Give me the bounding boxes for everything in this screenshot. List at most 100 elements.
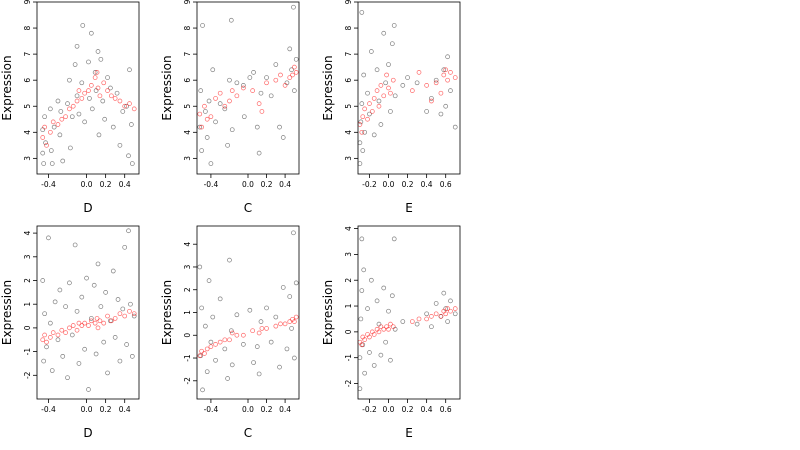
data-point xyxy=(251,360,256,365)
data-point xyxy=(386,62,391,67)
data-point xyxy=(365,116,370,122)
data-point xyxy=(414,321,420,327)
x-tick-label: 0.2 xyxy=(100,180,112,189)
series-black-points xyxy=(40,23,135,166)
data-point xyxy=(197,124,203,130)
data-point xyxy=(47,106,53,112)
data-point xyxy=(49,161,55,166)
x-tick-label: -0.4 xyxy=(41,405,56,414)
data-point xyxy=(256,101,262,106)
x-tick-label: 0.6 xyxy=(440,180,452,189)
x-axis-label: E xyxy=(405,201,413,215)
data-point xyxy=(390,77,396,83)
data-point xyxy=(92,70,98,75)
y-tick-label: 1 xyxy=(23,302,32,307)
x-axis-label: C xyxy=(244,426,252,440)
x-axis-label: D xyxy=(83,201,92,215)
data-point xyxy=(110,268,116,274)
data-point xyxy=(208,161,214,166)
series-black-points xyxy=(40,228,137,392)
x-tick-label: 0.4 xyxy=(421,180,433,189)
data-point xyxy=(378,324,384,330)
y-tick-label: -2 xyxy=(183,377,192,385)
series-red-points xyxy=(197,64,299,130)
data-point xyxy=(384,72,389,78)
data-point xyxy=(55,332,61,338)
data-point xyxy=(112,335,118,340)
data-point xyxy=(59,116,65,122)
data-point xyxy=(101,320,107,326)
data-point xyxy=(409,319,415,324)
data-point xyxy=(388,109,393,114)
data-point xyxy=(445,319,450,324)
data-point xyxy=(44,142,49,148)
data-point xyxy=(234,93,240,99)
x-tick-label: -0.2 xyxy=(362,405,377,414)
data-point xyxy=(202,351,207,356)
data-point xyxy=(409,88,415,93)
data-point xyxy=(445,54,450,60)
data-point xyxy=(282,321,288,327)
y-tick-label: 3 xyxy=(23,254,32,259)
data-point xyxy=(378,352,384,358)
data-point xyxy=(92,75,98,80)
data-point xyxy=(79,323,85,328)
data-point xyxy=(250,328,255,334)
y-tick-label: 5 xyxy=(344,104,353,109)
data-point xyxy=(365,306,370,311)
data-point xyxy=(204,346,210,352)
data-point xyxy=(381,93,387,99)
data-point xyxy=(225,376,230,381)
data-point xyxy=(82,119,88,125)
data-point xyxy=(359,288,365,293)
y-tick-label: 4 xyxy=(23,130,32,135)
data-point xyxy=(441,67,447,73)
data-point xyxy=(386,308,391,314)
y-tick-label: 6 xyxy=(344,78,353,83)
data-point xyxy=(88,30,94,36)
data-point xyxy=(391,236,397,242)
data-point xyxy=(378,122,384,127)
scatter-panel-6: -0.2 0.0 0.2 0.4 0.6 -2 -1 0 1 2 3 4 E Expression xyxy=(321,225,461,440)
scatter-panel-5: -0.4 0.0 0.2 0.4 -2 -1 0 1 2 3 4 C Expression xyxy=(160,225,300,440)
data-point xyxy=(278,72,283,78)
plot-frame xyxy=(357,225,461,400)
data-point xyxy=(46,235,51,241)
data-point xyxy=(84,275,89,281)
data-point xyxy=(48,148,54,153)
data-point xyxy=(441,72,447,78)
data-point xyxy=(97,318,103,324)
x-tick-label: 0.6 xyxy=(440,405,452,414)
data-point xyxy=(213,119,218,125)
y-tick-label: -2 xyxy=(23,371,32,379)
data-point xyxy=(424,83,429,88)
data-point xyxy=(241,114,247,120)
data-point xyxy=(101,339,107,345)
data-point xyxy=(429,98,434,104)
x-tick-label: 0.0 xyxy=(81,405,93,414)
x-tick-label: 0.4 xyxy=(119,180,131,189)
data-point xyxy=(358,119,364,125)
data-point xyxy=(40,278,46,283)
data-point xyxy=(438,90,444,96)
data-point xyxy=(131,106,137,112)
data-point xyxy=(76,320,82,326)
data-point xyxy=(229,127,235,133)
data-point xyxy=(67,325,72,331)
data-point xyxy=(391,23,397,28)
data-point xyxy=(127,308,132,314)
data-point xyxy=(87,96,92,101)
data-point xyxy=(217,296,223,302)
data-point xyxy=(74,98,80,104)
data-point xyxy=(280,285,286,290)
data-point xyxy=(290,72,295,78)
data-point xyxy=(217,90,223,96)
data-point xyxy=(44,344,49,350)
data-point xyxy=(86,323,91,328)
data-point xyxy=(94,70,100,75)
y-tick-label: 5 xyxy=(183,104,192,109)
data-point xyxy=(438,314,444,319)
data-point xyxy=(65,375,70,381)
data-point xyxy=(89,106,95,112)
data-point xyxy=(371,132,377,138)
